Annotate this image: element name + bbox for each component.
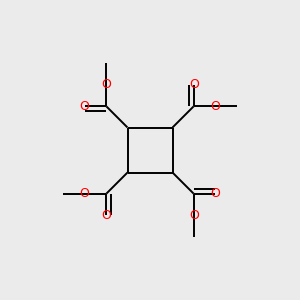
Text: O: O — [80, 187, 90, 200]
Text: O: O — [189, 78, 199, 91]
Text: O: O — [189, 209, 199, 222]
Text: O: O — [101, 78, 111, 91]
Text: O: O — [80, 100, 90, 113]
Text: O: O — [210, 187, 220, 200]
Text: O: O — [210, 100, 220, 113]
Text: O: O — [101, 209, 111, 222]
